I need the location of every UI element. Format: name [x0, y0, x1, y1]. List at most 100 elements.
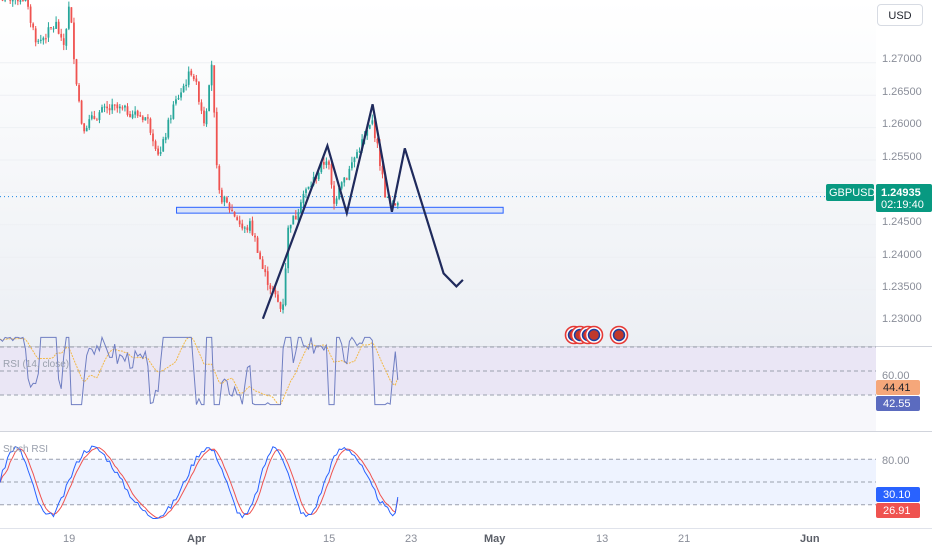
candle-body — [320, 162, 323, 173]
price-tick: 1.24500 — [882, 216, 922, 228]
price-axis[interactable]: 1.27000 1.26500 1.26000 1.25500 1.24500 … — [882, 53, 922, 325]
candle-body — [62, 38, 65, 45]
candle-body — [187, 71, 190, 85]
candle-body — [22, 0, 24, 2]
candle-body — [124, 105, 126, 108]
price-tick: 1.25500 — [882, 151, 922, 163]
candle-body — [73, 22, 75, 60]
price-tag-bg — [876, 184, 932, 212]
rsi-value-bg — [876, 396, 920, 411]
candle-body — [103, 106, 106, 108]
candle-body — [65, 29, 68, 46]
candle-body — [277, 294, 279, 302]
candle-body — [11, 0, 14, 2]
head-and-shoulders-line — [261, 104, 464, 320]
candle-body — [57, 21, 60, 34]
candle-body — [121, 107, 124, 109]
candle-body — [141, 116, 144, 121]
grid — [0, 62, 876, 323]
candle-body — [70, 7, 73, 23]
candle-body — [226, 197, 228, 203]
candle-body — [27, 0, 29, 7]
candle-body — [126, 106, 129, 115]
candle-body — [325, 161, 328, 166]
candle-body — [1, 0, 4, 1]
candle-body — [328, 161, 330, 165]
economic-events[interactable] — [564, 325, 629, 345]
candle-body — [116, 104, 119, 109]
candle-body — [185, 84, 188, 87]
support-zone-box — [176, 206, 504, 214]
candle-body — [111, 104, 114, 111]
candle-body — [198, 81, 200, 102]
candle-body — [208, 85, 210, 111]
candle-body — [113, 104, 116, 106]
stoch-d-value: 26.91 — [883, 505, 911, 517]
candle-body — [249, 221, 251, 231]
rsi-line — [0, 335, 399, 406]
candle-body — [162, 139, 165, 152]
candle-body — [85, 128, 88, 132]
candle-body — [381, 166, 384, 175]
stoch-k-value: 30.10 — [883, 489, 911, 501]
candle-body — [75, 59, 78, 85]
candle-body — [98, 112, 101, 121]
candle-body — [144, 117, 147, 121]
candle-body — [338, 187, 341, 199]
candle-body — [330, 164, 333, 185]
candle-body — [238, 220, 241, 225]
rsi-value: 42.55 — [883, 398, 911, 410]
candle-body — [322, 162, 325, 165]
candle-body — [205, 111, 208, 125]
stoch-k-line — [0, 445, 399, 519]
candle-body — [177, 98, 180, 100]
candle-body — [118, 106, 121, 109]
candle-body — [261, 259, 264, 269]
candle-body — [236, 217, 239, 221]
candle-body — [269, 285, 272, 289]
rsi-ma-value: 44.41 — [883, 382, 911, 394]
candle-body — [379, 144, 381, 166]
stoch-d-line — [0, 447, 399, 519]
candle-body — [254, 235, 256, 238]
stoch-rsi-indicator — [0, 445, 876, 519]
candle-body — [358, 151, 361, 153]
candle-body — [67, 6, 70, 29]
price-axis-background — [876, 0, 932, 528]
candle-body — [200, 102, 203, 111]
pattern-drawing[interactable] — [261, 104, 464, 320]
price-tick: 1.26500 — [882, 86, 922, 98]
price-tick: 1.26000 — [882, 118, 922, 130]
candle-body — [305, 189, 307, 194]
candle-body — [371, 120, 374, 124]
date-tick: 21 — [678, 533, 690, 545]
candle-body — [284, 268, 287, 305]
candle-body — [78, 85, 80, 102]
rsi-label: RSI (14, close) — [3, 359, 69, 370]
candle-body — [376, 138, 379, 144]
candle-body — [159, 152, 162, 154]
date-axis[interactable]: 19 Apr 15 23 May 13 21 Jun — [63, 533, 820, 545]
currency-button[interactable]: USD — [877, 4, 923, 26]
date-tick: Jun — [800, 533, 820, 545]
candle-body — [223, 196, 226, 203]
candle-body — [24, 0, 27, 2]
candle-body — [180, 92, 182, 98]
date-tick: 23 — [405, 533, 417, 545]
date-tick: 19 — [63, 533, 75, 545]
price-tick: 1.23000 — [882, 313, 922, 325]
candle-body — [340, 182, 343, 189]
stoch-k-value-bg — [876, 487, 920, 502]
candle-body — [203, 110, 205, 124]
candle-body — [190, 70, 193, 76]
candle-body — [139, 115, 142, 117]
candle-body — [394, 203, 397, 206]
candle-body — [366, 129, 369, 136]
candle-body — [19, 0, 22, 2]
candle-body — [50, 27, 52, 29]
candle-body — [335, 198, 338, 204]
symbol-price-tag[interactable]: GBPUSD 1.24935 02:19:40 — [826, 184, 932, 212]
candle-body — [45, 38, 47, 40]
